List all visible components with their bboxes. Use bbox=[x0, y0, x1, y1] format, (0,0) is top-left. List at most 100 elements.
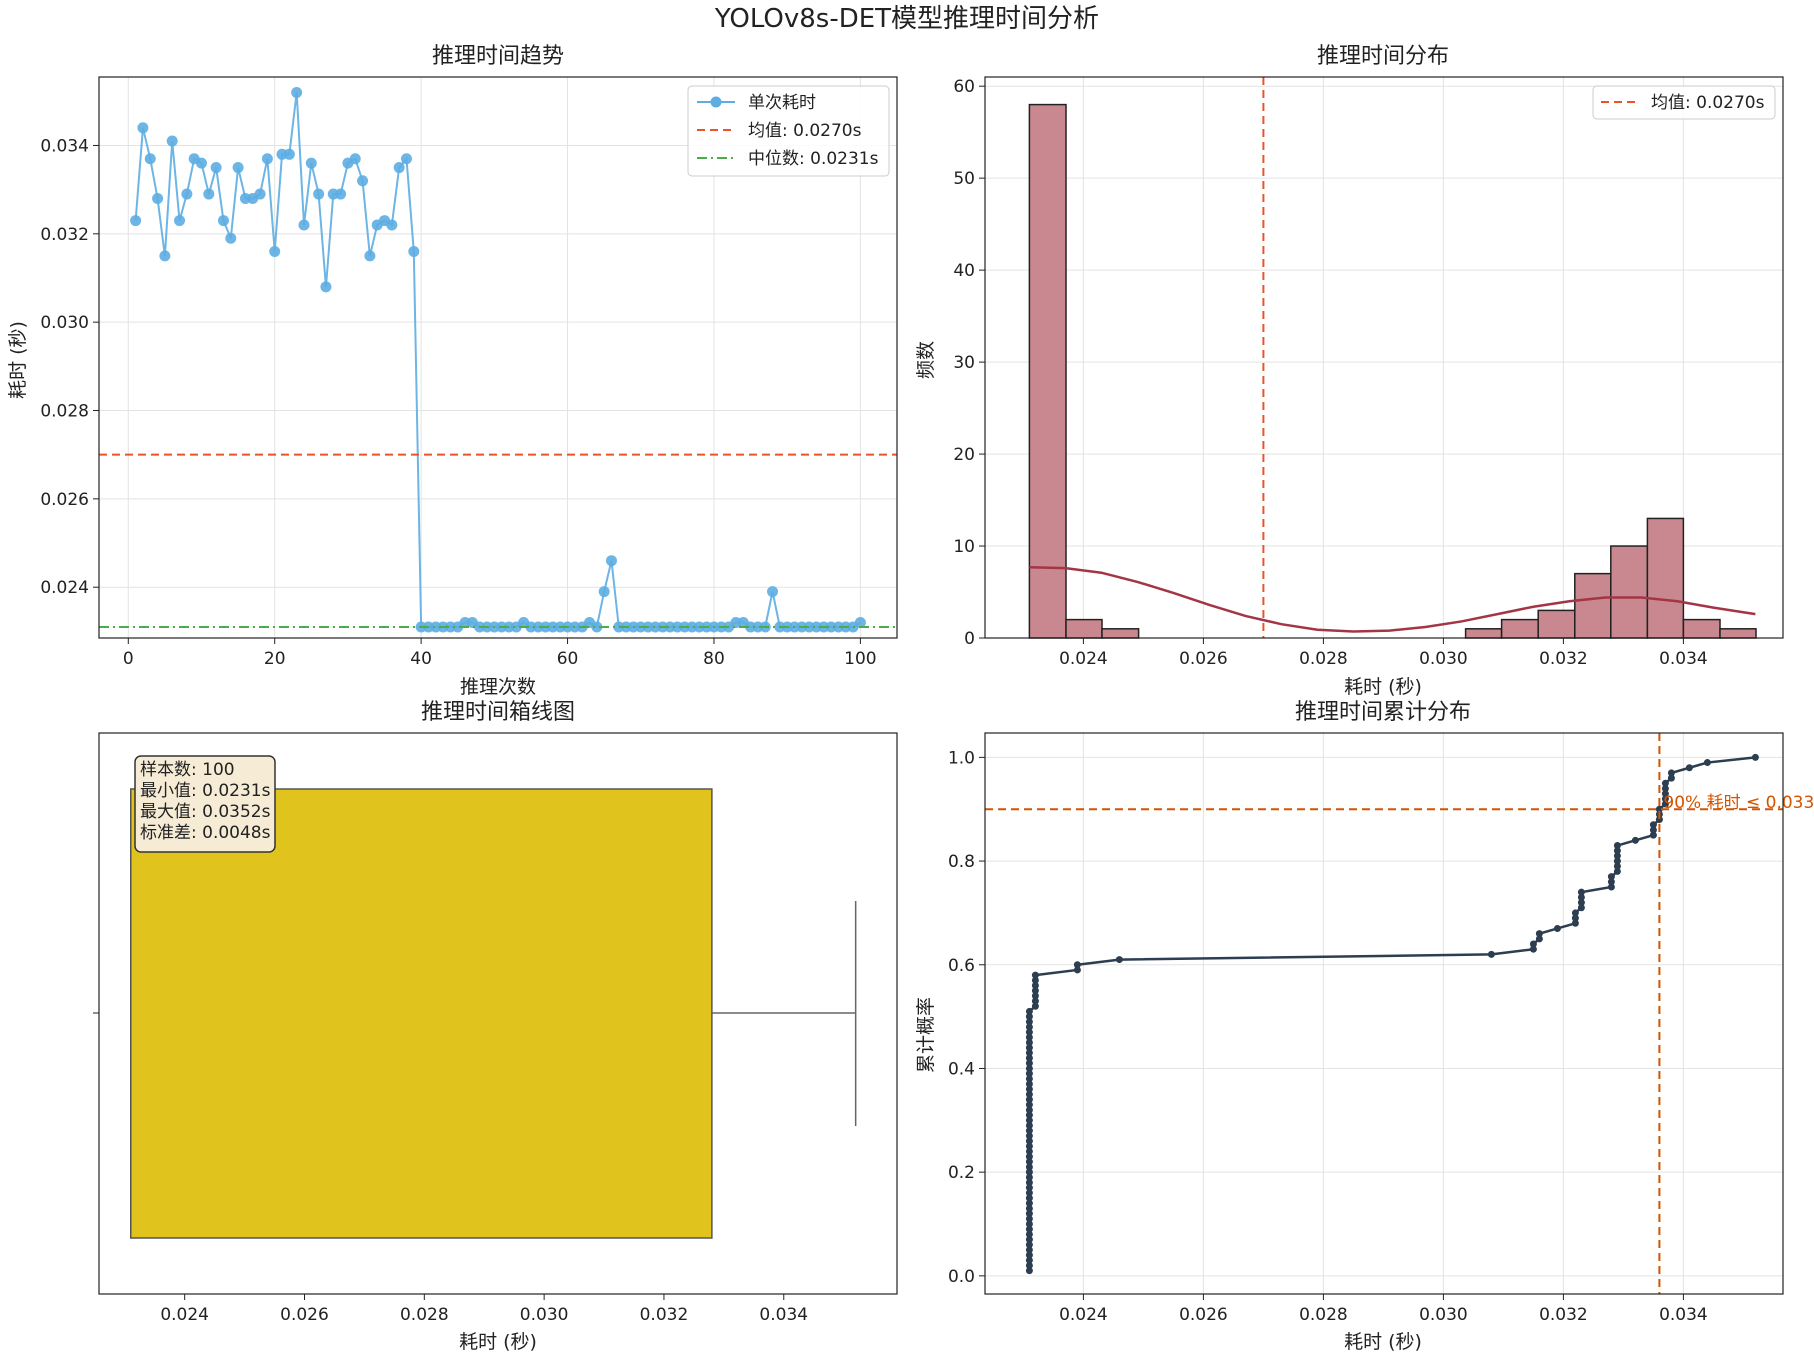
cdf-point bbox=[1025, 1251, 1033, 1259]
trend-legend-label: 单次耗时 bbox=[748, 93, 816, 113]
cdf-point bbox=[1667, 774, 1675, 782]
cdf-point bbox=[1025, 1173, 1033, 1181]
cdf-point bbox=[1025, 1220, 1033, 1228]
cdf-point bbox=[1025, 1101, 1033, 1109]
box-stats-line: 最大值: 0.0352s bbox=[140, 802, 271, 822]
trend-point bbox=[174, 215, 186, 227]
cdf-point bbox=[1025, 1075, 1033, 1083]
trend-point bbox=[166, 135, 178, 147]
cdf-point bbox=[1025, 1210, 1033, 1218]
trend-chart: 推理时间趋势 推理次数 耗时 (秒) 0 20 40 60 80 100 0.024 0.02… bbox=[7, 44, 898, 698]
cdf-xtick-label: 0.034 bbox=[1659, 1305, 1708, 1325]
trend-point bbox=[225, 232, 237, 244]
cdf-point bbox=[1751, 753, 1759, 761]
cdf-chart-ylabel: 累计概率 bbox=[915, 997, 937, 1073]
trend-point bbox=[320, 281, 332, 293]
trend-legend-box bbox=[687, 85, 890, 177]
cdf-point bbox=[1025, 1163, 1033, 1171]
hist-bar bbox=[1719, 628, 1757, 639]
trend-point bbox=[605, 555, 617, 567]
hist-bar bbox=[1500, 618, 1539, 639]
cdf-point bbox=[1025, 1225, 1033, 1233]
hist-kde-curve bbox=[1029, 565, 1756, 633]
cdf-point bbox=[1613, 842, 1621, 850]
cdf-point bbox=[1025, 1116, 1033, 1124]
trend-point bbox=[291, 86, 303, 98]
cdf-point bbox=[1025, 1070, 1033, 1078]
histogram-chart-ylabel: 频数 bbox=[915, 341, 937, 379]
box-xtick-label: 0.024 bbox=[160, 1305, 209, 1325]
trend-point bbox=[357, 175, 369, 187]
cdf-point bbox=[1025, 1121, 1033, 1129]
hist-legend-box bbox=[1592, 85, 1776, 120]
cdf-point bbox=[1025, 1137, 1033, 1145]
trend-point bbox=[335, 188, 347, 200]
cdf-point bbox=[1025, 1007, 1033, 1015]
cdf-chart: 推理时间累计分布 耗时 (秒) 累计概率 0.024 0.026 0.028 0.03… bbox=[915, 700, 1814, 1352]
box-stats-line: 样本数: 100 bbox=[140, 760, 235, 780]
box-xtick-label: 0.032 bbox=[640, 1305, 689, 1325]
cdf-point bbox=[1025, 1246, 1033, 1254]
trend-point bbox=[400, 153, 412, 165]
cdf-xtick-label: 0.028 bbox=[1299, 1305, 1348, 1325]
cdf-point bbox=[1661, 795, 1669, 803]
cdf-point bbox=[1535, 930, 1543, 938]
trend-point bbox=[393, 162, 405, 174]
cdf-point bbox=[1661, 784, 1669, 792]
trend-point bbox=[408, 245, 420, 257]
cdf-point bbox=[1535, 935, 1543, 943]
hist-ytick-label: 40 bbox=[953, 261, 975, 281]
cdf-point bbox=[1613, 852, 1621, 860]
boxplot-chart: 推理时间箱线图 耗时 (秒) 0.024 0.026 0.028 0.030 0.032… bbox=[93, 700, 898, 1352]
cdf-point bbox=[1577, 899, 1585, 907]
cdf-point bbox=[1031, 992, 1039, 1000]
cdf-point bbox=[1025, 1080, 1033, 1088]
cdf-point bbox=[1661, 779, 1669, 787]
trend-point bbox=[159, 250, 171, 262]
trend-ytick-label: 0.034 bbox=[40, 136, 89, 156]
cdf-point bbox=[1529, 940, 1537, 948]
cdf-point bbox=[1025, 1261, 1033, 1269]
cdf-point bbox=[1649, 826, 1657, 834]
cdf-line bbox=[1028, 756, 1756, 1271]
cdf-point bbox=[1607, 883, 1615, 891]
cdf-ytick-label: 0.8 bbox=[948, 852, 975, 872]
hist-ytick-label: 10 bbox=[953, 537, 975, 557]
trend-chart-xlabel: 推理次数 bbox=[460, 676, 536, 698]
cdf-point bbox=[1487, 950, 1495, 958]
cdf-point bbox=[1607, 878, 1615, 886]
cdf-point bbox=[1025, 1236, 1033, 1244]
cdf-point bbox=[1025, 1044, 1033, 1052]
cdf-point bbox=[1025, 1267, 1033, 1275]
trend-point bbox=[305, 157, 317, 169]
cdf-point bbox=[1025, 1013, 1033, 1021]
cdf-point bbox=[1685, 764, 1693, 772]
cdf-chart-title: 推理时间累计分布 bbox=[1295, 700, 1471, 725]
trend-point bbox=[195, 157, 207, 169]
cdf-point bbox=[1649, 821, 1657, 829]
cdf-xtick-label: 0.032 bbox=[1539, 1305, 1588, 1325]
cdf-point bbox=[1613, 847, 1621, 855]
hist-bar bbox=[1464, 628, 1503, 639]
trend-legend-marker bbox=[710, 96, 722, 108]
cdf-point bbox=[1577, 904, 1585, 912]
cdf-point bbox=[1631, 836, 1639, 844]
cdf-point bbox=[1025, 1199, 1033, 1207]
cdf-point bbox=[1025, 1049, 1033, 1057]
trend-legend-label: 中位数: 0.0231s bbox=[748, 149, 879, 169]
hist-bar bbox=[1682, 618, 1721, 639]
boxplot-chart-title: 推理时间箱线图 bbox=[421, 700, 575, 725]
cdf-point bbox=[1025, 1085, 1033, 1093]
trend-chart-ylabel: 耗时 (秒) bbox=[7, 321, 29, 399]
trend-point bbox=[349, 153, 361, 165]
trend-point bbox=[137, 122, 149, 134]
hist-bar bbox=[1610, 545, 1649, 639]
cdf-point bbox=[1613, 867, 1621, 875]
trend-ytick-label: 0.030 bbox=[40, 313, 89, 333]
cdf-point bbox=[1025, 1256, 1033, 1264]
hist-bar bbox=[1537, 609, 1576, 639]
trend-ytick-label: 0.028 bbox=[40, 402, 89, 422]
cdf-point bbox=[1025, 1204, 1033, 1212]
